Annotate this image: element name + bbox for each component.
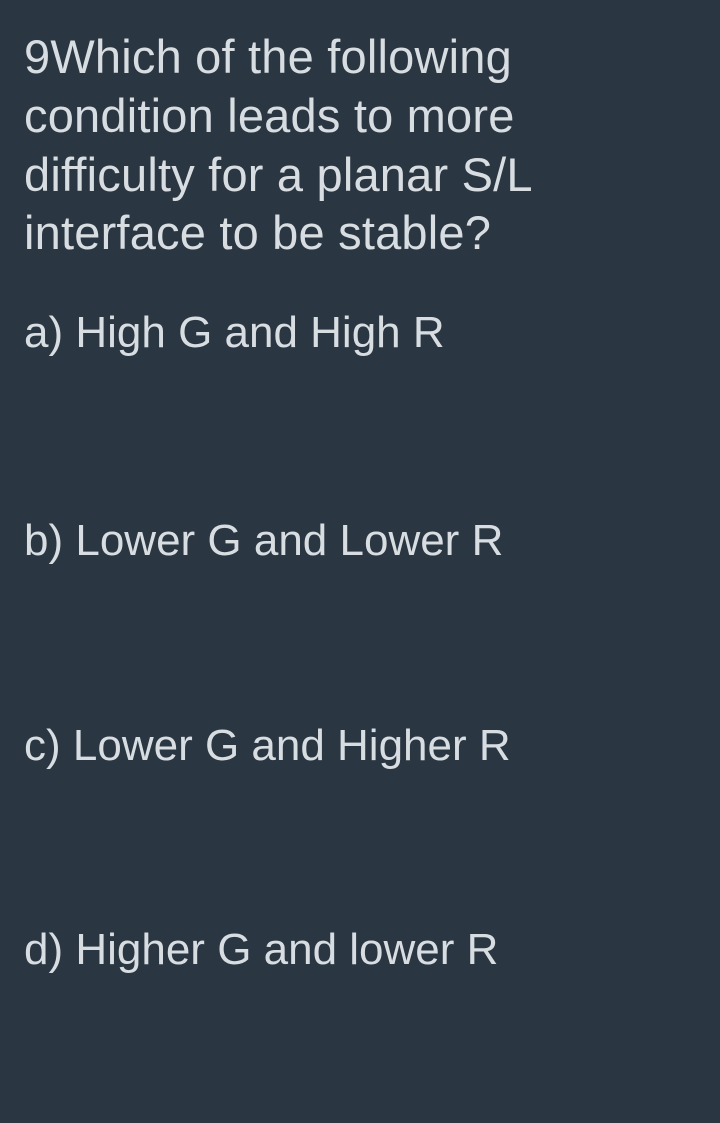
- option-a[interactable]: a) High G and High R: [24, 307, 696, 360]
- question-text: 9Which of the following condition leads …: [24, 28, 696, 263]
- option-c[interactable]: c) Lower G and Higher R: [24, 720, 696, 773]
- question-card: 9Which of the following condition leads …: [0, 0, 720, 1001]
- option-d[interactable]: d) Higher G and lower R: [24, 924, 696, 977]
- spacer: [24, 772, 696, 924]
- spacer: [24, 360, 696, 515]
- spacer: [24, 568, 696, 720]
- option-b[interactable]: b) Lower G and Lower R: [24, 515, 696, 568]
